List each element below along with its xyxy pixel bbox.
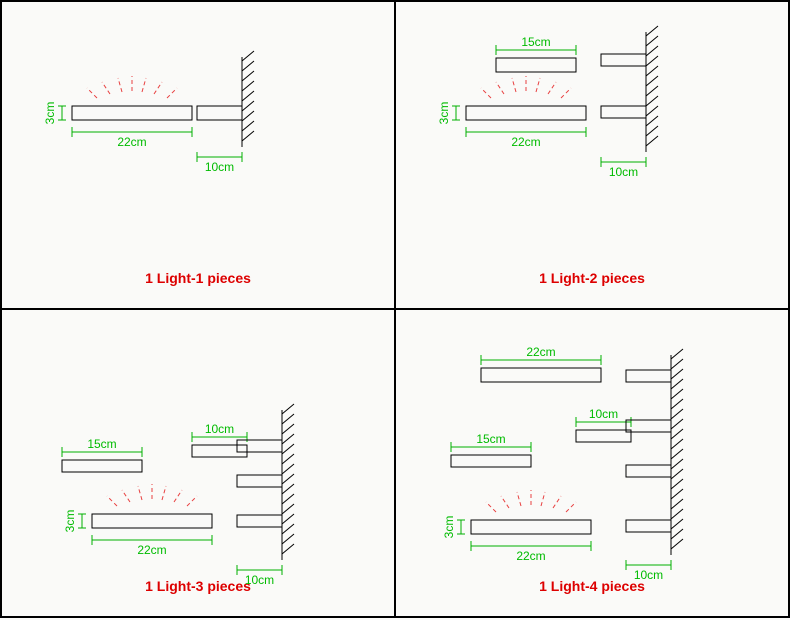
svg-text:22cm: 22cm (511, 135, 540, 149)
svg-text:10cm: 10cm (245, 573, 274, 587)
svg-text:3cm: 3cm (437, 102, 451, 125)
panel-3: 1 Light-3 pieces 15cm10cm22cm3cm10cm (1, 309, 395, 617)
diagram-grid: 1 Light-1 pieces 22cm3cm10cm 1 Light-2 p… (0, 0, 790, 618)
svg-text:22cm: 22cm (516, 549, 545, 563)
svg-text:15cm: 15cm (476, 432, 505, 446)
svg-text:22cm: 22cm (117, 135, 146, 149)
svg-text:3cm: 3cm (63, 510, 77, 533)
panel-svg: 15cm 22cm 3cm 10cm (396, 2, 788, 308)
panel-2: 1 Light-2 pieces 15cm22cm3cm10cm (395, 1, 789, 309)
svg-text:22cm: 22cm (137, 543, 166, 557)
svg-text:10cm: 10cm (609, 165, 638, 179)
svg-text:3cm: 3cm (43, 102, 57, 125)
panel-svg: 22cm 3cm 10cm (2, 2, 394, 308)
panel-svg: 22cm 15cm 10cm 22cm 3cm 10cm (396, 310, 788, 616)
panel-svg: 15cm 10cm 22cm 3cm 10cm (2, 310, 394, 616)
panel-1: 1 Light-1 pieces 22cm3cm10cm (1, 1, 395, 309)
svg-text:3cm: 3cm (442, 516, 456, 539)
svg-text:10cm: 10cm (634, 568, 663, 582)
svg-text:10cm: 10cm (205, 160, 234, 174)
panel-4: 1 Light-4 pieces 22cm15cm10cm22cm3cm10cm (395, 309, 789, 617)
svg-text:15cm: 15cm (521, 35, 550, 49)
svg-text:10cm: 10cm (589, 407, 618, 421)
svg-text:22cm: 22cm (526, 345, 555, 359)
svg-text:15cm: 15cm (87, 437, 116, 451)
svg-text:10cm: 10cm (205, 422, 234, 436)
